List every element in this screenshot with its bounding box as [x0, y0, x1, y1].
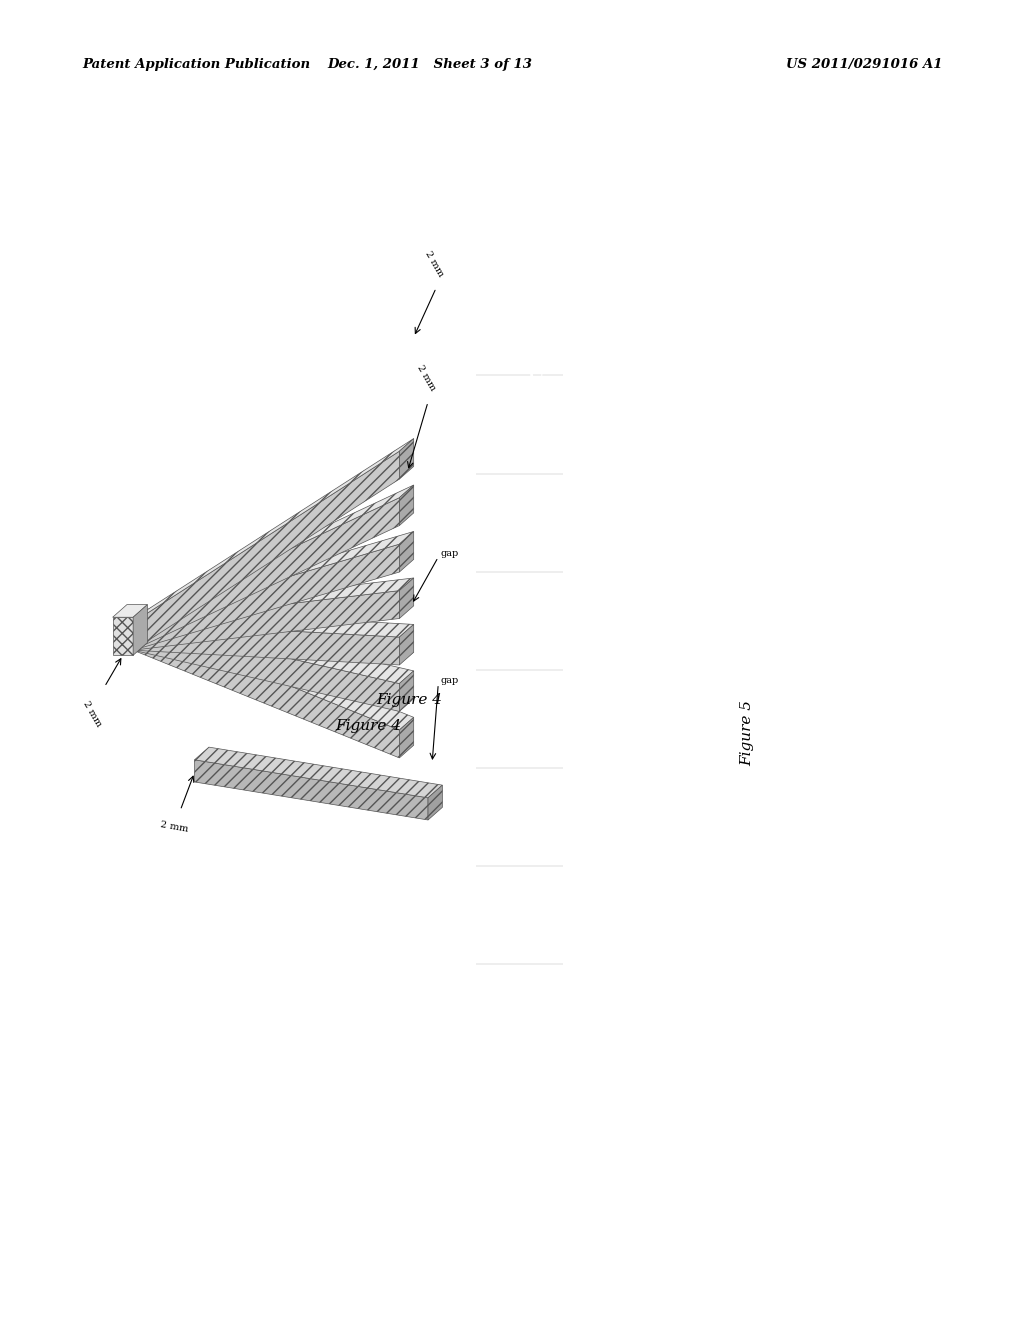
Text: US 2011/0291016 A1: US 2011/0291016 A1 [785, 58, 942, 71]
Text: 0.3 mm: 0.3 mm [494, 606, 502, 635]
Polygon shape [399, 438, 414, 479]
Text: 0.2 mm: 0.2 mm [494, 705, 502, 734]
Polygon shape [133, 590, 399, 651]
Text: Dec. 1, 2011   Sheet 3 of 13: Dec. 1, 2011 Sheet 3 of 13 [328, 58, 532, 71]
Polygon shape [133, 544, 399, 651]
Text: Gap:
0.0 mm: Gap: 0.0 mm [489, 999, 507, 1028]
Polygon shape [399, 717, 414, 758]
Text: 0.5 mm: 0.5 mm [494, 411, 502, 438]
Polygon shape [133, 610, 414, 684]
Polygon shape [428, 785, 442, 820]
Polygon shape [399, 671, 414, 711]
Text: 1.0 mm: 1.0 mm [494, 312, 502, 341]
Text: 2 mm: 2 mm [423, 249, 445, 279]
Polygon shape [399, 532, 414, 572]
Text: 0.05 mm: 0.05 mm [494, 899, 502, 932]
Text: 2 mm: 2 mm [415, 363, 437, 392]
Polygon shape [133, 451, 399, 651]
Polygon shape [399, 484, 414, 525]
Polygon shape [133, 605, 147, 655]
Text: Figure 4: Figure 4 [377, 693, 442, 708]
Polygon shape [133, 438, 414, 622]
Polygon shape [195, 747, 442, 797]
Text: Figure 5: Figure 5 [740, 700, 755, 766]
Polygon shape [133, 498, 399, 651]
Polygon shape [133, 532, 414, 622]
Polygon shape [133, 622, 399, 665]
Polygon shape [133, 610, 414, 638]
Polygon shape [113, 618, 133, 655]
Text: 2 mm: 2 mm [81, 700, 103, 729]
Polygon shape [195, 760, 428, 820]
Polygon shape [133, 578, 414, 622]
Text: gap: gap [440, 676, 459, 685]
Text: 0.4 mm: 0.4 mm [494, 508, 502, 537]
Text: Figure 4: Figure 4 [336, 719, 401, 734]
Text: 2 mm: 2 mm [160, 820, 188, 834]
Polygon shape [133, 484, 414, 622]
Polygon shape [399, 578, 414, 619]
Polygon shape [133, 622, 399, 758]
Text: Patent Application Publication: Patent Application Publication [82, 58, 310, 71]
Text: gap: gap [440, 549, 459, 558]
Polygon shape [399, 624, 414, 665]
Polygon shape [133, 622, 399, 711]
Polygon shape [133, 610, 414, 730]
Polygon shape [113, 605, 147, 618]
Text: 0.1 mm: 0.1 mm [494, 803, 502, 832]
